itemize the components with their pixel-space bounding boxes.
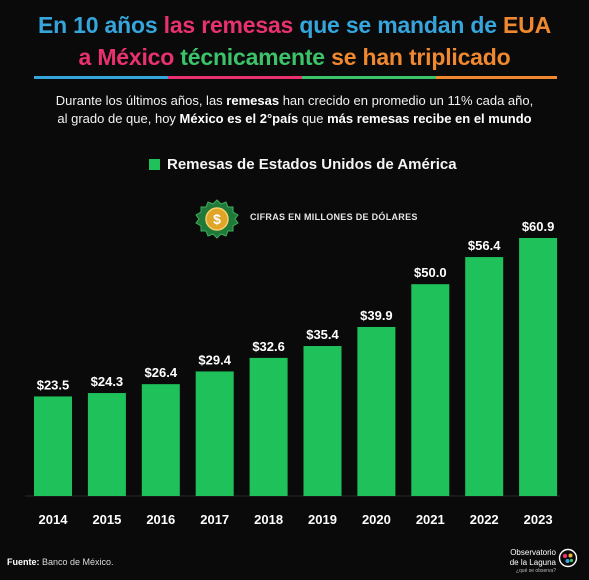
subtitle-line-2: al grado de que, hoy México es el 2°país… [0, 110, 589, 128]
data-label-2022: $56.4 [468, 238, 501, 253]
data-label-2020: $39.9 [360, 308, 393, 323]
subtitle-part: que [298, 111, 328, 126]
bar-2018 [249, 357, 288, 496]
title-rule-blue [34, 76, 168, 79]
x-tick-label-2021: 2021 [416, 512, 445, 527]
subtitle-part: Durante los últimos años, las [55, 93, 227, 108]
x-tick-label-2018: 2018 [254, 512, 283, 527]
x-tick-label-2015: 2015 [92, 512, 121, 527]
x-tick-label-2019: 2019 [308, 512, 337, 527]
logo-tagline: ¿qué se observa? [515, 568, 556, 574]
title-rule-green [302, 76, 436, 79]
subtitle-part: al grado de que, hoy [57, 111, 180, 126]
unit-label: CIFRAS EN MILLONES DE DÓLARES [250, 212, 418, 222]
data-label-2019: $35.4 [306, 327, 339, 342]
source-note: Fuente: Banco de México. [7, 557, 114, 567]
subtitle-line-1: Durante los últimos años, las remesas ha… [0, 92, 589, 110]
title-line-1: En 10 años las remesas que se mandan de … [0, 10, 589, 40]
logo-line-2: de la Laguna [509, 558, 556, 567]
title-line-2: a México técnicamente se han triplicado [0, 42, 589, 72]
subtitle-part: más remesas recibe en el mundo [327, 111, 532, 126]
title-part: que se mandan de [299, 12, 497, 38]
title-rule-orange [436, 76, 557, 79]
chart-legend: Remesas de Estados Unidos de América [149, 156, 457, 173]
data-label-2023: $60.9 [522, 219, 555, 234]
money-seal-icon: $ [194, 199, 240, 244]
logo-line-1: Observatorio [510, 548, 556, 557]
title-part: técnicamente [180, 44, 325, 70]
x-tick-label-2020: 2020 [362, 512, 391, 527]
data-label-2015: $24.3 [91, 374, 124, 389]
title-part: México [97, 44, 175, 70]
data-label-2016: $26.4 [145, 365, 178, 380]
legend-label: Remesas de Estados Unidos de América [167, 156, 457, 173]
data-label-2021: $50.0 [414, 265, 447, 280]
x-tick-label-2014: 2014 [39, 512, 69, 527]
bar-2017 [195, 371, 234, 496]
title-part: EUA [503, 12, 551, 38]
bar-2022 [465, 257, 504, 496]
badge-symbol: $ [213, 211, 221, 227]
observatorio-logo: Observatorio de la Laguna ¿qué se observ… [506, 546, 584, 576]
source-label: Fuente: [7, 557, 40, 567]
data-label-2014: $23.5 [37, 377, 70, 392]
subtitle-part: México es el 2°país [179, 111, 299, 126]
bar-2016 [141, 384, 180, 496]
bar-2023 [519, 238, 558, 496]
subtitle-part: remesas [226, 93, 280, 108]
bars-group: $23.5 2014 $24.3 2015 $26.4 2016 $29.4 2017 $32.… [34, 219, 558, 527]
title-rule-pink [168, 76, 302, 79]
source-text: Banco de México. [39, 557, 114, 567]
bar-2021 [411, 284, 450, 496]
bar-2014 [34, 396, 72, 496]
bar-2015 [87, 393, 126, 496]
title-part: las remesas [163, 12, 294, 38]
bar-2019 [303, 346, 342, 496]
title-part: a [78, 44, 92, 70]
x-tick-label-2017: 2017 [200, 512, 229, 527]
x-tick-label-2022: 2022 [470, 512, 499, 527]
data-label-2018: $32.6 [252, 339, 285, 354]
bar-2020 [357, 326, 396, 496]
legend-swatch [149, 159, 160, 170]
title-part: se han triplicado [331, 44, 511, 70]
x-tick-label-2023: 2023 [524, 512, 553, 527]
data-label-2017: $29.4 [198, 352, 231, 367]
logo-mark-icon [558, 548, 578, 568]
x-tick-label-2016: 2016 [146, 512, 175, 527]
subtitle-part: han crecido en promedio un 11% cada año, [279, 93, 534, 108]
title-part: En 10 años [37, 12, 158, 38]
